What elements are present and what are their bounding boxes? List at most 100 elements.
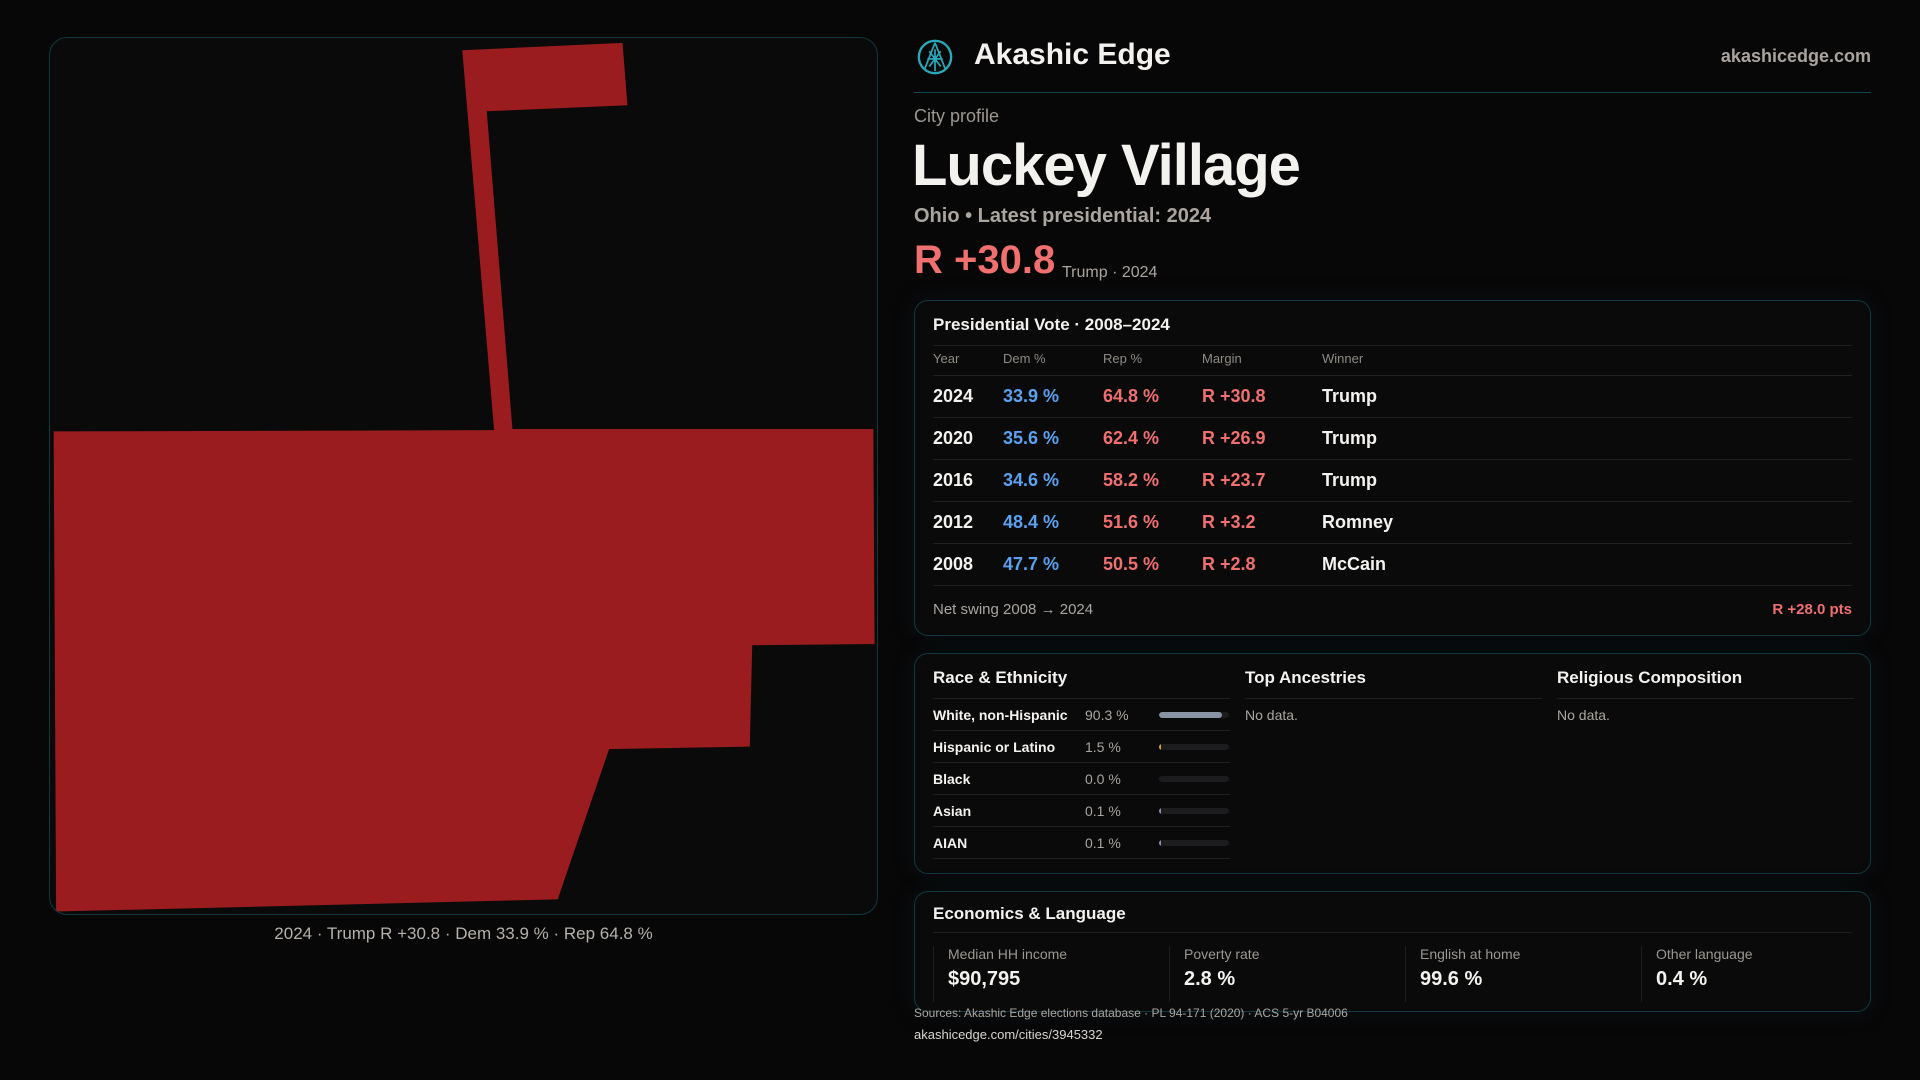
cell-margin: R +23.7 <box>1202 470 1266 490</box>
cell-rep: 50.5 % <box>1103 554 1160 574</box>
cell-year: 2024 <box>933 386 974 406</box>
cell-year: 2016 <box>933 470 974 490</box>
empty-state: No data. <box>1557 707 1610 723</box>
race-row: White, non-Hispanic 90.3 % <box>933 699 1230 731</box>
race-bar-track <box>1159 744 1229 750</box>
net-swing-label: Net swing 2008 → 2024 <box>933 601 1094 618</box>
cell-winner: Trump <box>1322 386 1378 406</box>
cell-margin: R +30.8 <box>1202 386 1266 406</box>
card-title: Presidential Vote · 2008–2024 <box>933 315 1170 334</box>
empty-state: No data. <box>1245 707 1298 723</box>
akashic-emblem-icon <box>917 39 953 75</box>
section-title: Race & Ethnicity <box>933 668 1230 699</box>
race-percent: 0.1 % <box>1085 803 1121 819</box>
cell-margin: R +2.8 <box>1202 554 1256 574</box>
vote-row-2008: 2008 47.7 % 50.5 % R +2.8 McCain <box>933 544 1852 586</box>
net-swing-value: R +28.0 pts <box>1772 601 1852 618</box>
race-bar-fill <box>1159 712 1223 718</box>
race-name: Asian <box>933 803 972 819</box>
cell-rep: 58.2 % <box>1103 470 1160 490</box>
race-bar-track <box>1159 840 1229 846</box>
race-row: AIAN 0.1 % <box>933 827 1230 859</box>
page-url-link[interactable]: akashicedge.com/cities/3945332 <box>914 1027 1103 1042</box>
header-divider <box>914 92 1871 93</box>
stat-label: Other language <box>1656 946 1753 962</box>
race-row: Hispanic or Latino 1.5 % <box>933 731 1230 763</box>
city-boundary-shape[interactable] <box>53 42 875 912</box>
stat-tile: Median HH income $90,795 <box>933 946 1169 1002</box>
page-subtitle: Ohio • Latest presidential: 2024 <box>914 205 1212 227</box>
race-ethnicity-section: Race & Ethnicity White, non-Hispanic 90.… <box>933 668 1230 859</box>
cell-rep: 51.6 % <box>1103 512 1160 532</box>
city-boundary-map[interactable] <box>49 37 878 915</box>
cell-margin: R +3.2 <box>1202 512 1256 532</box>
section-title: Top Ancestries <box>1245 668 1542 699</box>
race-bar-track <box>1159 808 1229 814</box>
race-bar-fill <box>1159 808 1161 814</box>
cell-dem: 35.6 % <box>1003 428 1060 448</box>
vote-row-2012: 2012 48.4 % 51.6 % R +3.2 Romney <box>933 502 1852 544</box>
race-percent: 0.0 % <box>1085 771 1121 787</box>
race-row: Black 0.0 % <box>933 763 1230 795</box>
stat-value: 2.8 % <box>1184 968 1236 990</box>
cell-dem: 33.9 % <box>1003 386 1060 406</box>
vote-row-2016: 2016 34.6 % 58.2 % R +23.7 Trump <box>933 460 1852 502</box>
brand-name: Akashic Edge <box>974 38 1171 71</box>
col-header-winner: Winner <box>1322 351 1364 366</box>
race-bar-fill <box>1159 840 1161 846</box>
race-bar-fill <box>1159 744 1161 750</box>
latest-margin: R +30.8 <box>914 238 1056 282</box>
religious-composition-section: Religious Composition No data. <box>1557 668 1854 723</box>
race-percent: 1.5 % <box>1085 739 1121 755</box>
cell-rep: 62.4 % <box>1103 428 1160 448</box>
page-kicker: City profile <box>914 106 1000 126</box>
cell-winner: McCain <box>1322 554 1387 574</box>
col-header-margin: Margin <box>1202 351 1242 366</box>
race-bar-track <box>1159 712 1229 718</box>
sources-note: Sources: Akashic Edge elections database… <box>914 1006 1348 1020</box>
economics-language-card: Economics & Language Median HH income $9… <box>914 891 1871 1012</box>
divider <box>933 375 1852 376</box>
stat-tile: Other language 0.4 % <box>1641 946 1877 1002</box>
cell-dem: 47.7 % <box>1003 554 1060 574</box>
cell-year: 2008 <box>933 554 974 574</box>
section-title: Religious Composition <box>1557 668 1854 699</box>
stat-label: Median HH income <box>948 946 1068 962</box>
race-bar-track <box>1159 776 1229 782</box>
presidential-vote-card: Presidential Vote · 2008–2024 Year Dem %… <box>914 300 1871 636</box>
cell-year: 2020 <box>933 428 974 448</box>
stat-value: 0.4 % <box>1656 968 1708 990</box>
cell-rep: 64.8 % <box>1103 386 1160 406</box>
latest-margin-note: Trump · 2024 <box>1062 264 1158 281</box>
race-name: AIAN <box>933 835 968 851</box>
stat-tile: English at home 99.6 % <box>1405 946 1641 1002</box>
card-title: Economics & Language <box>933 904 1126 923</box>
col-header-dem: Dem % <box>1003 351 1046 366</box>
site-link[interactable]: akashicedge.com <box>1720 46 1871 66</box>
race-name: White, non-Hispanic <box>933 707 1068 723</box>
race-percent: 0.1 % <box>1085 835 1121 851</box>
cell-winner: Trump <box>1322 428 1378 448</box>
cell-dem: 34.6 % <box>1003 470 1060 490</box>
race-row: Asian 0.1 % <box>933 795 1230 827</box>
top-ancestries-section: Top Ancestries No data. <box>1245 668 1542 723</box>
vote-row-2020: 2020 35.6 % 62.4 % R +26.9 Trump <box>933 418 1852 460</box>
stat-label: Poverty rate <box>1184 946 1260 962</box>
stat-value: $90,795 <box>948 968 1021 990</box>
cell-winner: Romney <box>1322 512 1394 532</box>
stat-tile: Poverty rate 2.8 % <box>1169 946 1405 1002</box>
race-percent: 90.3 % <box>1085 707 1129 723</box>
page-title: Luckey Village <box>912 133 1301 198</box>
vote-row-2024: 2024 33.9 % 64.8 % R +30.8 Trump <box>933 376 1852 418</box>
stat-value: 99.6 % <box>1420 968 1483 990</box>
divider <box>933 345 1852 346</box>
stat-label: English at home <box>1420 946 1521 962</box>
map-svg <box>53 42 875 912</box>
col-header-rep: Rep % <box>1103 351 1143 366</box>
demographics-card: Race & Ethnicity White, non-Hispanic 90.… <box>914 653 1871 874</box>
cell-dem: 48.4 % <box>1003 512 1060 532</box>
col-header-year: Year <box>933 351 960 366</box>
divider <box>933 585 1852 586</box>
cell-winner: Trump <box>1322 470 1378 490</box>
cell-margin: R +26.9 <box>1202 428 1266 448</box>
